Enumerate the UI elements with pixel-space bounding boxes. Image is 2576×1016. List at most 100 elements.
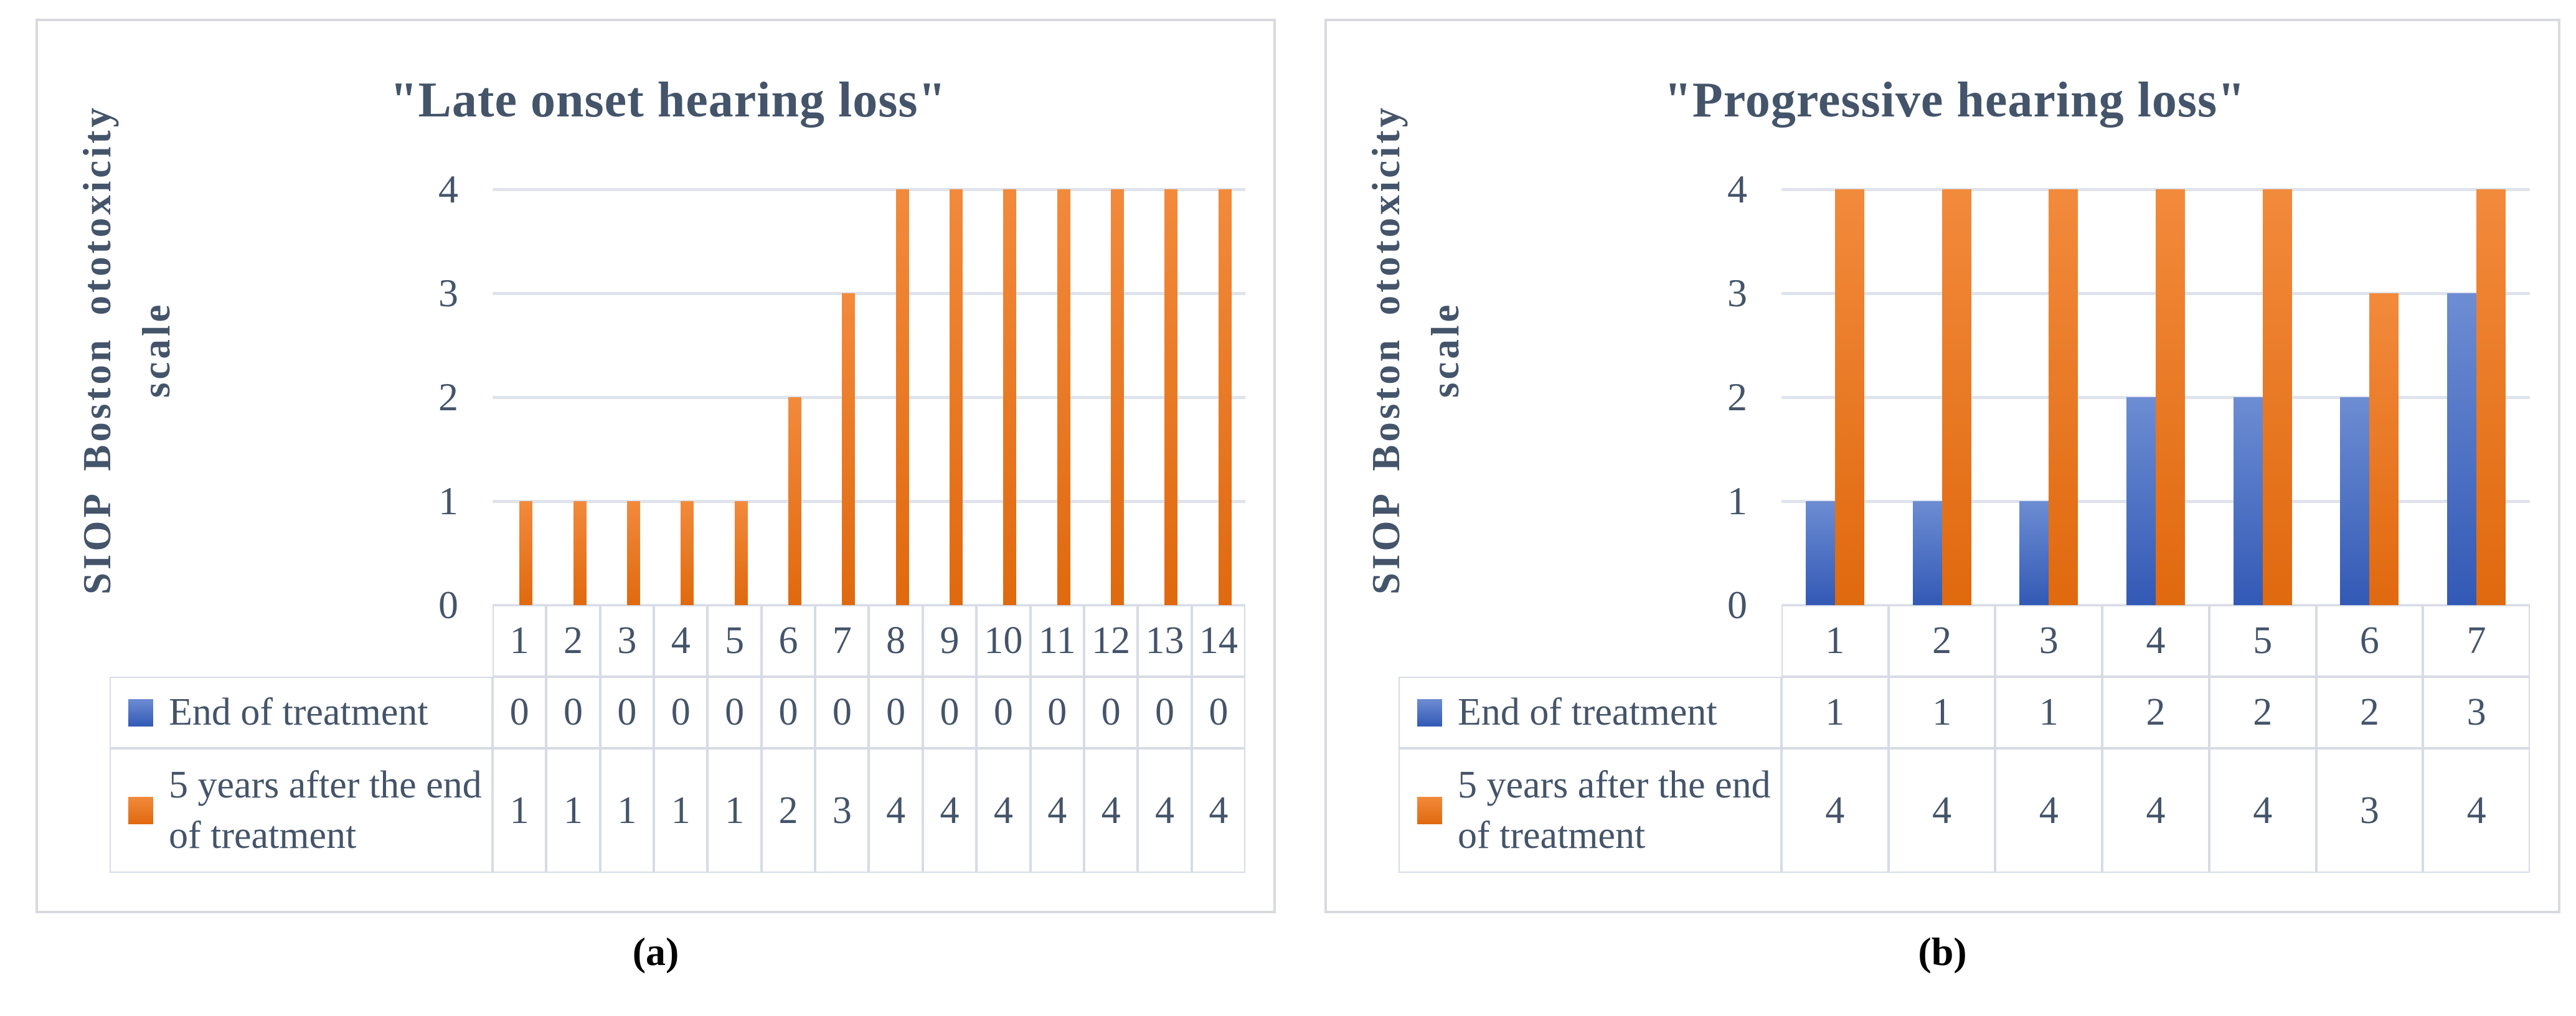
chart-title: "Progressive hearing loss" <box>1664 73 2246 128</box>
value-cell: 2 <box>761 748 816 873</box>
value-cell: 4 <box>1191 748 1245 873</box>
category-slot <box>1995 189 2102 605</box>
category-cell: 6 <box>761 605 816 677</box>
orange-bar <box>1218 189 1232 605</box>
value-cell: 3 <box>2316 748 2423 873</box>
orange-legend-swatch <box>128 797 153 824</box>
orange-bar <box>2049 189 2078 605</box>
blue-legend-swatch <box>128 698 153 727</box>
category-cell: 5 <box>2209 605 2316 677</box>
orange-bar <box>519 501 533 605</box>
category-slot <box>923 189 976 605</box>
value-cell: 4 <box>1138 748 1192 873</box>
value-cell: 3 <box>815 748 869 873</box>
category-cell: 1 <box>493 605 547 677</box>
category-slot <box>493 189 546 605</box>
value-cell: 1 <box>600 748 654 873</box>
table-corner <box>110 605 493 677</box>
orange-bar <box>950 189 963 605</box>
value-cell: 4 <box>869 748 923 873</box>
category-slot <box>600 189 654 605</box>
orange-bar <box>1003 189 1017 605</box>
y-tick-label: 4 <box>438 167 458 211</box>
value-cell: 4 <box>1781 748 1889 873</box>
table-corner <box>1399 605 1781 677</box>
grid-line <box>493 396 1245 399</box>
value-cell: 0 <box>493 677 547 748</box>
category-slot <box>1138 189 1191 605</box>
value-cell: 0 <box>761 677 816 748</box>
category-slot <box>869 189 923 605</box>
plot-area: 0 1 2 3 4 <box>1727 169 2530 625</box>
blue-bar <box>1805 501 1835 605</box>
value-cell: 1 <box>1781 677 1889 748</box>
category-slot <box>1031 189 1084 605</box>
orange-bar <box>573 501 587 605</box>
legend-cell: 5 years after the end of treatment <box>1399 748 1781 873</box>
value-cell: 4 <box>922 748 977 873</box>
grid-line <box>1781 188 2530 191</box>
value-cell: 1 <box>493 748 547 873</box>
grid-line <box>493 500 1245 503</box>
category-slot <box>2209 189 2316 605</box>
category-slot <box>1889 189 1996 605</box>
category-cell: 2 <box>546 605 600 677</box>
category-cell: 8 <box>869 605 923 677</box>
value-cell: 4 <box>1030 748 1084 873</box>
value-cell: 2 <box>2102 677 2209 748</box>
category-slot <box>707 189 761 605</box>
value-cell: 4 <box>2423 748 2530 873</box>
y-tick-label: 3 <box>438 271 458 315</box>
orange-bar <box>1164 189 1178 605</box>
value-cell: 0 <box>976 677 1031 748</box>
series-name-label: End of treatment <box>169 691 428 734</box>
value-cell: 4 <box>1995 748 2103 873</box>
category-slot <box>2102 189 2209 605</box>
orange-bar <box>2262 189 2292 605</box>
plot-area: 0 1 2 3 4 <box>438 169 1245 625</box>
category-cell: 11 <box>1030 605 1084 677</box>
orange-bar <box>1111 189 1125 605</box>
y-axis-title: SIOP Boston ototoxicity scale <box>75 104 178 595</box>
panel-caption-b: (b) <box>1918 929 1967 974</box>
series-name-label: End of treatment <box>1458 691 1717 734</box>
y-tick-label: 0 <box>1727 583 1747 627</box>
category-slot <box>2316 189 2423 605</box>
value-cell: 0 <box>922 677 977 748</box>
y-tick-label: 2 <box>438 375 458 419</box>
category-cell: 2 <box>1888 605 1996 677</box>
orange-bar <box>626 501 640 605</box>
value-cell: 0 <box>1030 677 1084 748</box>
category-slot <box>1192 189 1245 605</box>
value-cell: 1 <box>654 748 708 873</box>
value-cell: 0 <box>600 677 654 748</box>
category-slot <box>546 189 600 605</box>
y-tick-label: 4 <box>1727 167 1747 211</box>
value-cell: 0 <box>707 677 762 748</box>
legend-cell: End of treatment <box>1399 677 1781 748</box>
grid-line <box>493 292 1245 295</box>
orange-bar <box>842 293 856 605</box>
blue-legend-swatch <box>1417 698 1442 727</box>
category-slot <box>762 189 815 605</box>
blue-bar <box>2340 397 2370 605</box>
orange-bar <box>788 397 801 605</box>
y-tick-label: 3 <box>1727 271 1747 315</box>
bars-row <box>1781 189 2530 605</box>
y-axis-title: SIOP Boston ototoxicity scale <box>1364 104 1467 595</box>
value-cell: 4 <box>1888 748 1996 873</box>
category-cell: 4 <box>2102 605 2209 677</box>
value-cell: 1 <box>1888 677 1996 748</box>
orange-bar <box>1834 189 1864 605</box>
value-cell: 4 <box>976 748 1031 873</box>
y-tick-label: 1 <box>1727 479 1747 523</box>
value-cell: 4 <box>1083 748 1138 873</box>
value-cell: 1 <box>1995 677 2103 748</box>
chart-panel-b: SIOP Boston ototoxicity scale "Progressi… <box>1324 19 2560 913</box>
chart-title: "Late onset hearing loss" <box>390 73 946 128</box>
panel-caption-a: (a) <box>632 929 679 974</box>
category-cell: 6 <box>2316 605 2423 677</box>
legend-cell: 5 years after the end of treatment <box>110 748 493 873</box>
value-cell: 0 <box>1083 677 1138 748</box>
